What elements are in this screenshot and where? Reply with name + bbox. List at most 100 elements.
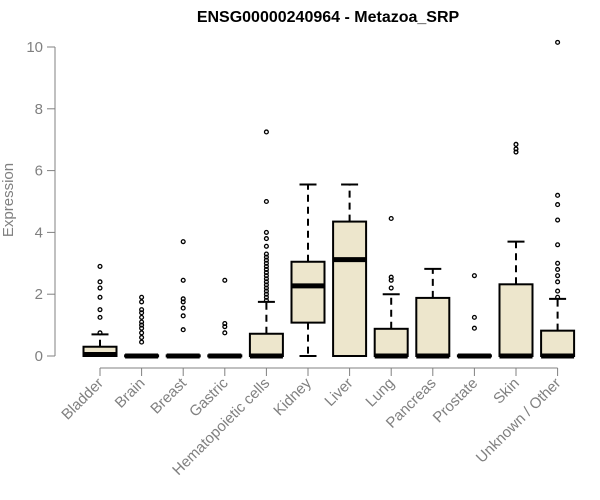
x-tick-label: Skin xyxy=(490,375,523,408)
outlier-point xyxy=(180,327,186,333)
outlier-point xyxy=(139,325,145,331)
x-tick-label: Lung xyxy=(362,375,398,411)
outlier-point xyxy=(263,254,269,260)
outlier-point xyxy=(97,263,103,269)
outlier-point xyxy=(263,279,269,285)
box-iqr xyxy=(498,283,534,358)
box-gastric xyxy=(207,277,243,359)
box-unknown-other xyxy=(540,39,576,359)
outlier-point xyxy=(555,39,561,45)
box-series xyxy=(82,39,576,359)
box-hematopoietic-cells xyxy=(248,129,284,359)
box-iqr xyxy=(332,220,368,357)
outlier-point xyxy=(97,330,103,336)
outlier-point xyxy=(555,294,561,300)
outlier-point xyxy=(139,307,145,313)
outlier-point xyxy=(513,146,519,152)
y-tick-label: 2 xyxy=(35,286,43,303)
y-tick-label: 4 xyxy=(35,224,43,241)
outlier-point xyxy=(139,322,145,328)
outlier-point xyxy=(97,307,103,313)
outlier-point xyxy=(555,266,561,273)
outlier-point xyxy=(263,263,269,269)
outlier-point xyxy=(97,314,103,320)
outlier-point xyxy=(139,314,145,320)
chart-title: ENSG00000240964 - Metazoa_SRP xyxy=(197,9,460,26)
box-iqr xyxy=(540,329,576,357)
box-skin xyxy=(498,141,534,359)
outlier-point xyxy=(555,288,561,294)
outlier-point xyxy=(180,305,186,311)
outlier-point xyxy=(263,282,269,288)
outlier-point xyxy=(222,324,228,330)
box-iqr xyxy=(373,327,409,358)
box-pancreas xyxy=(415,267,451,359)
box-iqr xyxy=(248,332,284,358)
outlier-point xyxy=(139,330,145,336)
outlier-point xyxy=(263,129,269,135)
y-tick-label: 10 xyxy=(26,39,43,56)
outlier-point xyxy=(139,310,145,316)
outlier-point xyxy=(263,276,269,282)
outlier-point xyxy=(555,202,561,208)
x-tick-label: Bladder xyxy=(58,375,107,424)
y-tick-label: 8 xyxy=(35,101,43,118)
outlier-point xyxy=(388,285,394,291)
outlier-point xyxy=(180,299,186,305)
outlier-point xyxy=(263,229,269,235)
outlier-point xyxy=(263,294,269,300)
outlier-point xyxy=(139,299,145,305)
outlier-point xyxy=(555,192,561,198)
outlier-point xyxy=(388,353,394,359)
y-tick-label: 0 xyxy=(35,348,43,365)
box-iqr xyxy=(415,296,451,357)
outlier-point xyxy=(388,277,394,283)
outlier-point xyxy=(263,257,269,263)
outlier-point xyxy=(388,274,394,280)
box-breast xyxy=(165,239,201,359)
outlier-point xyxy=(222,277,228,283)
outlier-point xyxy=(222,321,228,327)
outlier-point xyxy=(263,251,269,257)
outlier-point xyxy=(513,141,519,147)
outlier-point xyxy=(263,291,269,297)
outlier-point xyxy=(555,260,561,266)
x-tick-label: Kidney xyxy=(270,374,315,419)
box-kidney xyxy=(290,183,326,357)
outlier-point xyxy=(97,285,103,291)
outlier-point xyxy=(263,260,269,266)
outlier-point xyxy=(263,198,269,205)
outlier-point xyxy=(139,339,145,345)
box-liver xyxy=(332,183,368,357)
outlier-point xyxy=(180,277,186,283)
box-lung xyxy=(373,215,409,359)
y-tick-label: 6 xyxy=(35,163,43,180)
outlier-point xyxy=(388,215,394,222)
outlier-point xyxy=(555,279,561,285)
outlier-point xyxy=(139,294,145,300)
outlier-point xyxy=(471,325,477,331)
outlier-point xyxy=(471,314,477,320)
box-brain xyxy=(124,294,160,359)
outlier-point xyxy=(513,149,519,155)
outlier-point xyxy=(471,273,477,279)
y-axis: 0 2 4 6 8 10 xyxy=(26,39,56,365)
outlier-point xyxy=(263,288,269,294)
outlier-point xyxy=(97,279,103,285)
outlier-point xyxy=(139,319,145,325)
outlier-point xyxy=(555,273,561,279)
outlier-point xyxy=(263,273,269,279)
outlier-point xyxy=(555,242,561,248)
outlier-point xyxy=(263,285,269,291)
outlier-point xyxy=(263,266,269,273)
box-bladder xyxy=(82,263,118,358)
x-tick-label: Prostate xyxy=(430,375,482,427)
outlier-point xyxy=(555,217,561,223)
outlier-point xyxy=(180,296,186,302)
outlier-point xyxy=(263,243,269,249)
y-axis-label: Expression xyxy=(0,163,17,237)
x-tick-label: Breast xyxy=(147,374,190,417)
x-tick-label: Liver xyxy=(321,375,356,410)
